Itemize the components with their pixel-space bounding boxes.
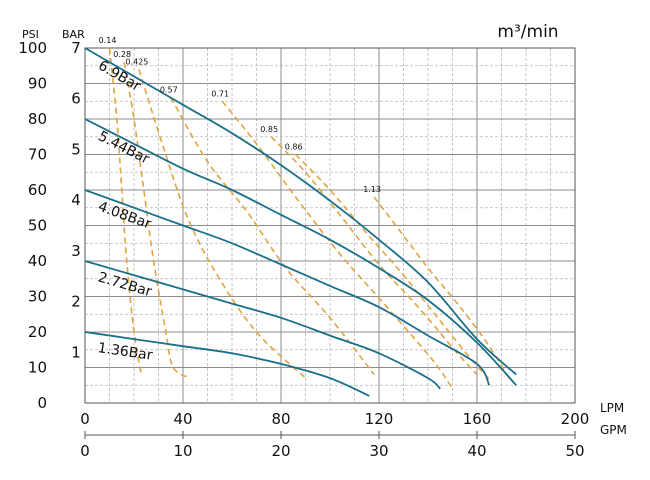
psi-tick-label: 0: [37, 394, 47, 412]
flow-curve-1: [123, 62, 191, 379]
psi-axis-label: PSI: [22, 28, 39, 41]
flow-curve-label: 0.85: [260, 125, 278, 134]
grid: [84, 47, 576, 404]
lpm-tick-label: 40: [173, 410, 192, 428]
psi-tick-label: 70: [28, 146, 47, 164]
psi-tick-label: 60: [28, 181, 47, 199]
psi-tick-label: 30: [28, 288, 47, 306]
pressure-curve-label: 1.36Bar: [97, 340, 154, 364]
plot-frame: [84, 47, 576, 404]
lpm-tick-label: 80: [271, 410, 290, 428]
flow-curve-label: 0.14: [99, 36, 117, 45]
lpm-axis-label: LPM: [600, 401, 624, 415]
psi-tick-label: 100: [18, 39, 47, 57]
gpm-tick-label: 20: [271, 442, 290, 460]
pressure-curve-2: [84, 189, 491, 386]
pressure-curve-1: [84, 118, 517, 386]
pressure-curve-3: [84, 260, 441, 390]
flow-curve-7: [373, 196, 512, 383]
bar-tick-label: 6: [71, 90, 81, 108]
psi-tick-label: 10: [28, 359, 47, 377]
flow-curve-5: [270, 136, 478, 376]
bar-tick-label: 5: [71, 140, 81, 158]
psi-tick-label: 90: [28, 75, 47, 93]
flow-curve-label: 0.28: [113, 50, 131, 59]
bar-tick-label: 7: [71, 39, 81, 57]
psi-tick-label: 20: [28, 323, 47, 341]
flow-curve-label: 0.57: [160, 86, 178, 95]
gpm-tick-label: 0: [80, 442, 90, 460]
gpm-tick-label: 30: [369, 442, 388, 460]
flow-curve-label: 1.13: [363, 185, 381, 194]
lpm-tick-label: 120: [365, 410, 394, 428]
flow-curve-4: [221, 100, 454, 390]
lpm-tick-label: 160: [463, 410, 492, 428]
flow-curve-2: [138, 69, 307, 379]
flow-curve-0: [108, 47, 143, 375]
psi-tick-label: 40: [28, 252, 47, 270]
flow-curve-label: 0.71: [211, 89, 229, 98]
psi-tick-label: 80: [28, 110, 47, 128]
gpm-tick-label: 50: [565, 442, 584, 460]
pressure-curve-0: [84, 47, 517, 376]
gpm-tick-label: 10: [173, 442, 192, 460]
pressure-curves: [84, 47, 517, 397]
pressure-curve-4: [84, 331, 370, 397]
flow-unit-label: m³/min: [497, 22, 558, 42]
psi-tick-label: 50: [28, 217, 47, 235]
gpm-tick-label: 40: [467, 442, 486, 460]
flow-curve-3: [170, 97, 375, 376]
bar-tick-label: 3: [71, 242, 81, 260]
flow-curve-label: 0.86: [285, 143, 303, 152]
bar-tick-label: 2: [71, 293, 81, 311]
lpm-tick-label: 200: [561, 410, 590, 428]
flow-curve-label: 0.425: [125, 57, 148, 66]
lpm-tick-label: 0: [80, 410, 90, 428]
bar-axis-label: BAR: [62, 28, 85, 41]
bar-tick-label: 1: [71, 343, 81, 361]
bar-tick-label: 4: [71, 191, 81, 209]
gpm-axis-label: GPM: [600, 423, 627, 437]
